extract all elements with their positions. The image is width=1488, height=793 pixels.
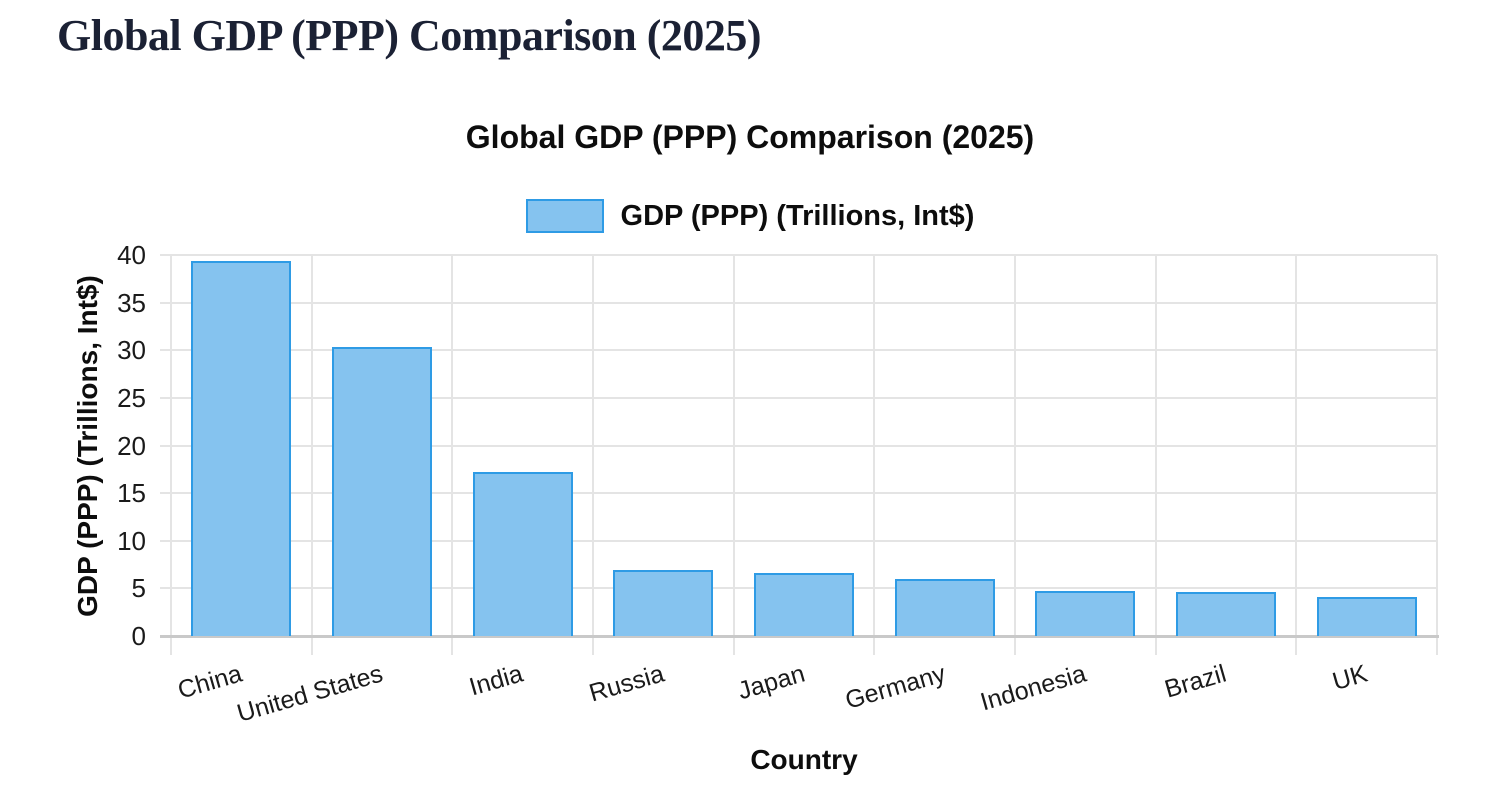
x-tick-label: Germany — [841, 659, 949, 715]
bar[interactable] — [895, 579, 995, 636]
x-tick-label: United States — [233, 659, 386, 728]
y-tick-label: 35 — [117, 287, 146, 318]
x-tick-label: Russia — [586, 659, 668, 708]
y-tick-label: 10 — [117, 525, 146, 556]
gridline-vertical — [1436, 255, 1438, 655]
x-axis-title: Country — [750, 744, 858, 775]
bar[interactable] — [1035, 591, 1135, 636]
y-tick-label: 20 — [117, 430, 146, 461]
gridline-horizontal — [160, 254, 1437, 256]
y-tick-label: 5 — [131, 573, 146, 604]
y-tick-label: 30 — [117, 335, 146, 366]
x-tick-label: Japan — [734, 659, 808, 706]
gridline-vertical — [873, 255, 876, 655]
y-tick-label: 15 — [117, 478, 146, 509]
bar[interactable] — [473, 472, 573, 636]
x-axis-line — [160, 635, 1439, 638]
gridline-vertical — [1154, 255, 1157, 655]
legend-swatch-icon — [525, 199, 604, 233]
gridline-horizontal — [160, 301, 1437, 304]
gridline-vertical — [1295, 255, 1298, 655]
y-tick-label: 0 — [131, 621, 146, 651]
y-tick-label: 25 — [117, 382, 146, 413]
gridline-vertical — [451, 255, 454, 655]
x-tick-label: UK — [1329, 659, 1371, 697]
legend-item[interactable]: GDP (PPP) (Trillions, Int$) — [0, 199, 1488, 233]
gridline-vertical — [1014, 255, 1016, 655]
x-tick-label: Indonesia — [977, 659, 1090, 717]
x-tick-label: China — [174, 659, 246, 705]
y-tick-label: 40 — [117, 240, 146, 270]
bar[interactable] — [613, 570, 713, 636]
page-title: Global GDP (PPP) Comparison (2025) — [57, 11, 762, 60]
gridline-vertical — [732, 255, 735, 655]
bar[interactable] — [191, 261, 291, 636]
bar[interactable] — [754, 573, 854, 636]
legend-label: GDP (PPP) (Trillions, Int$) — [620, 199, 975, 232]
gridline-horizontal — [160, 444, 1437, 447]
bar[interactable] — [332, 347, 432, 636]
gridline-horizontal — [160, 396, 1437, 399]
gridline-horizontal — [160, 492, 1437, 495]
x-tick-label: Brazil — [1162, 659, 1230, 704]
bar[interactable] — [1317, 597, 1417, 636]
gridline-horizontal — [160, 539, 1437, 542]
gridline-vertical — [170, 255, 172, 655]
gridline-vertical — [592, 255, 594, 655]
chart-title: Global GDP (PPP) Comparison (2025) — [465, 119, 1035, 155]
bar[interactable] — [1176, 592, 1276, 636]
gridline-vertical — [310, 255, 313, 655]
gridline-horizontal — [160, 349, 1437, 352]
x-tick-label: India — [466, 659, 527, 702]
